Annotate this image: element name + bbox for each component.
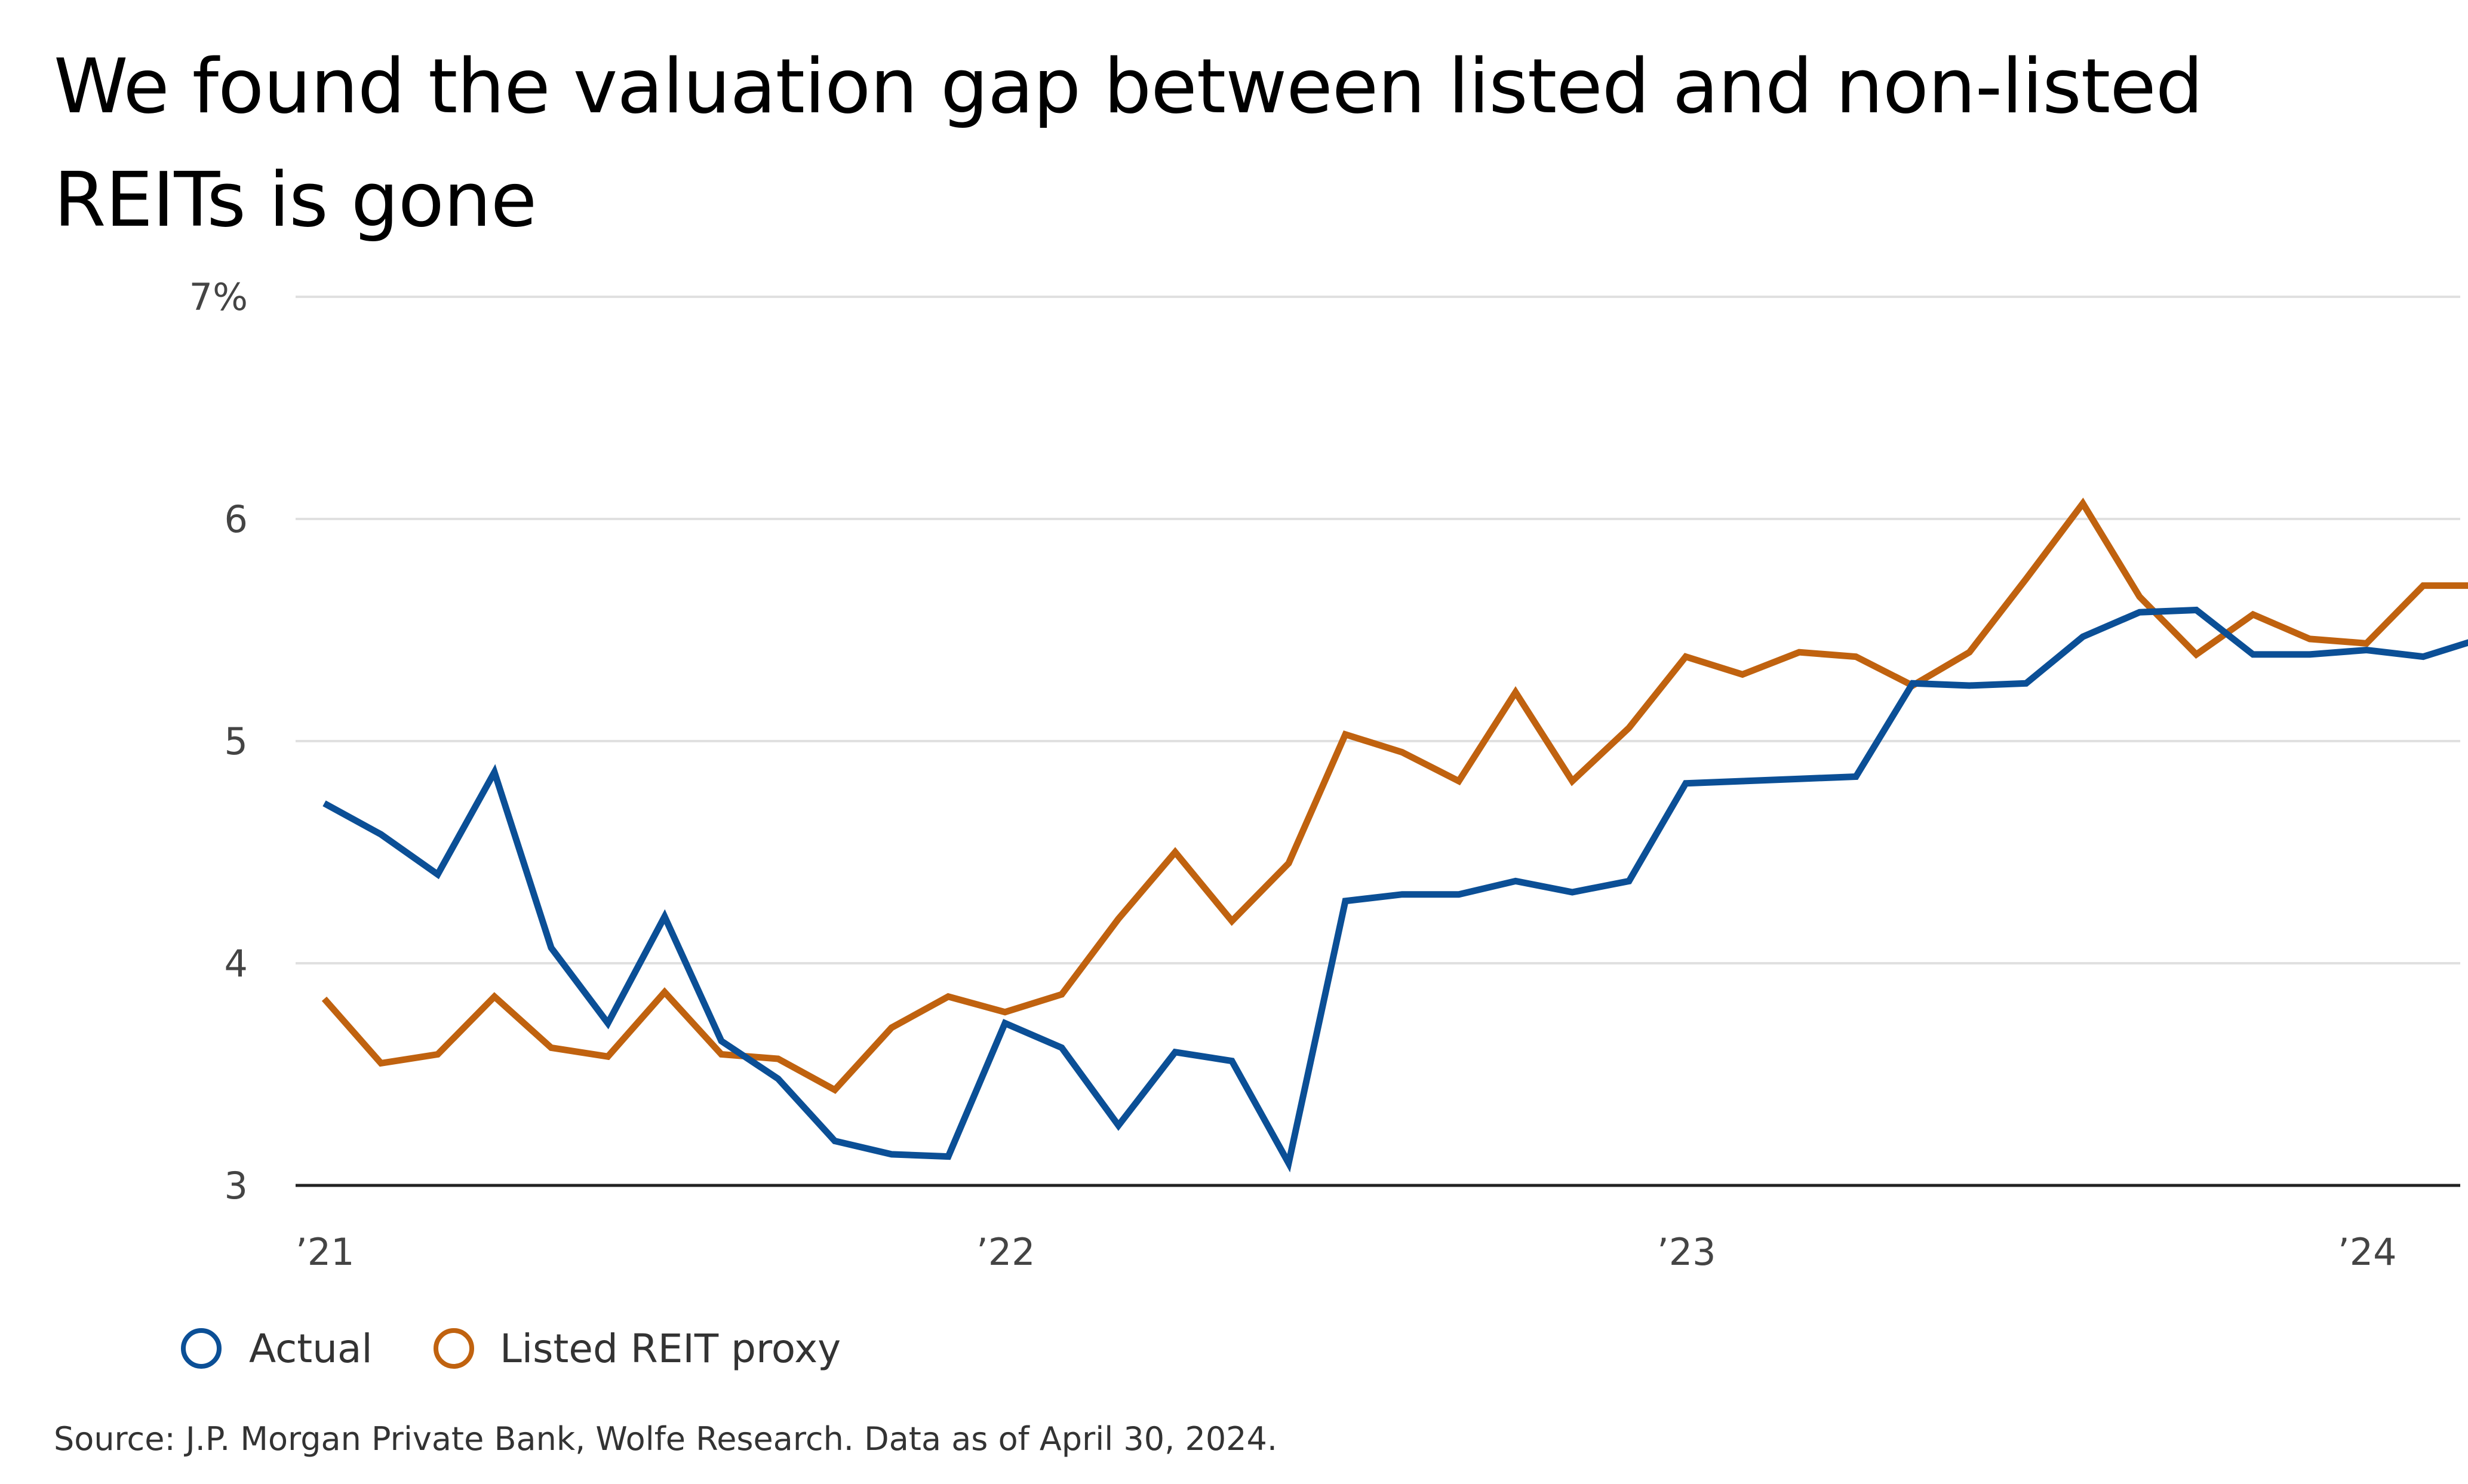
- y-axis-tick-labels: 7% 6 5 4 3: [189, 275, 248, 1208]
- line-chart: 7% 6 5 4 3 ’21 ’22 ’23 ’24 Actual Listed REIT pr…: [181, 275, 2468, 1372]
- y-tick-label: 5: [225, 720, 248, 763]
- y-tick-label: 7%: [189, 275, 248, 319]
- legend-item-listed-reit-proxy-marker: [434, 1328, 474, 1369]
- series-line-listed-reit-proxy: [321, 497, 2468, 1094]
- chart-title: We found the valuation gap between liste…: [54, 42, 2203, 244]
- legend-item-listed-reit-proxy-label: Listed REIT proxy: [500, 1326, 841, 1372]
- gridlines: [296, 296, 2460, 964]
- y-tick-label: 4: [225, 942, 248, 985]
- y-tick-label: 3: [225, 1164, 248, 1208]
- series-lines: [321, 497, 2468, 1173]
- x-tick-label: ’24: [2338, 1230, 2397, 1274]
- legend: Actual Listed REIT proxy: [181, 1326, 841, 1372]
- legend-item-actual-marker: [181, 1328, 222, 1369]
- x-tick-label: ’21: [296, 1230, 355, 1274]
- x-axis-tick-labels: ’21 ’22 ’23 ’24: [296, 1230, 2397, 1274]
- x-tick-label: ’23: [1657, 1230, 1716, 1274]
- y-tick-label: 6: [225, 497, 248, 541]
- legend-item-actual-label: Actual: [249, 1326, 373, 1372]
- series-line-actual: [322, 606, 2468, 1173]
- x-tick-label: ’22: [976, 1230, 1035, 1274]
- source-note: Source: J.P. Morgan Private Bank, Wolfe …: [54, 1420, 1278, 1458]
